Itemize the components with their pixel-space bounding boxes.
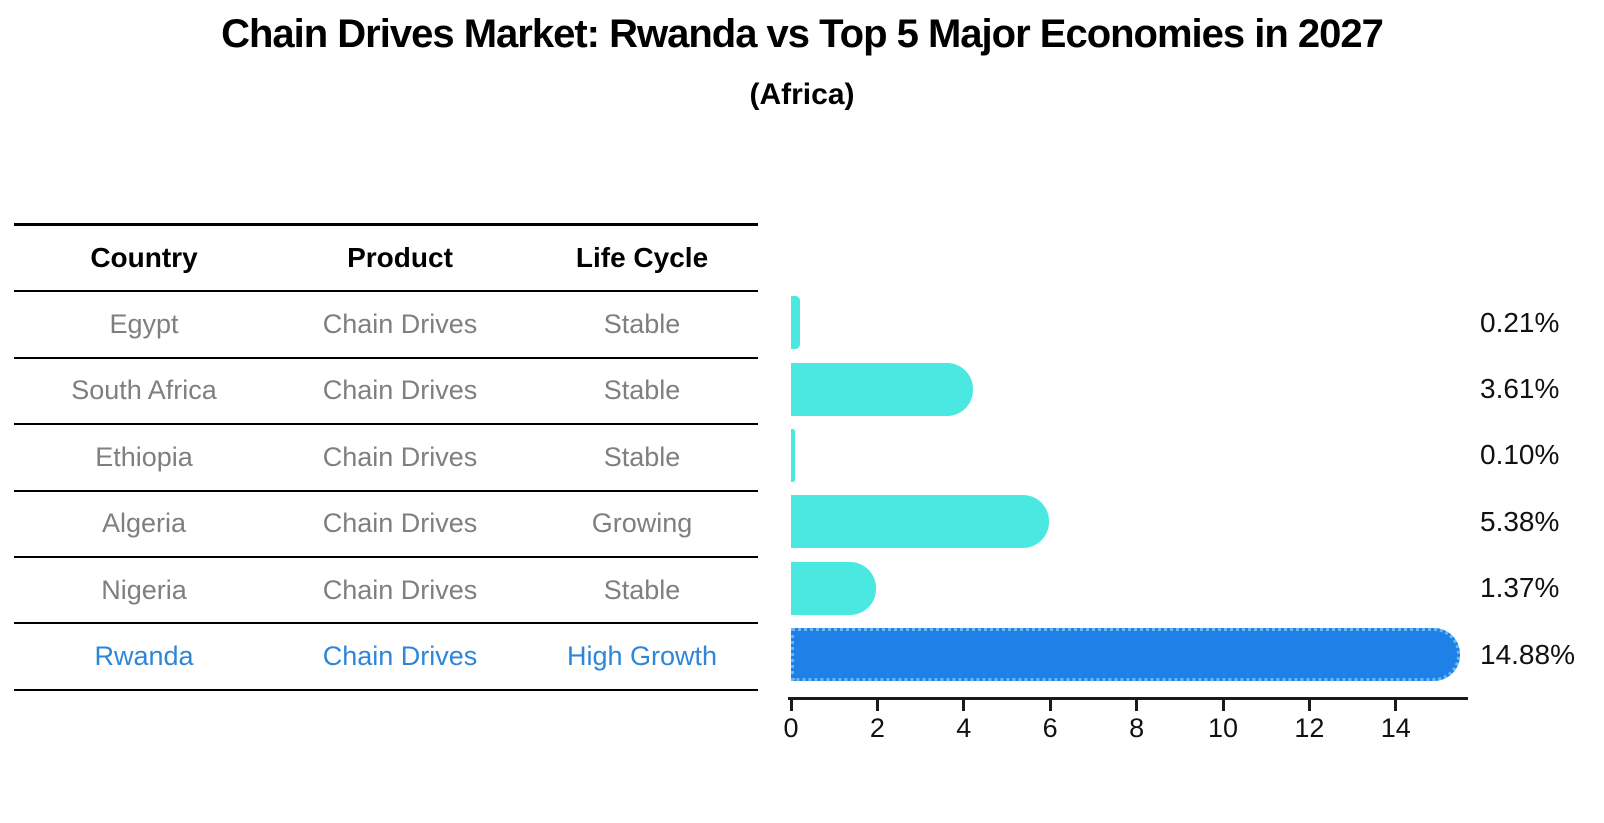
- table-row: South Africa Chain Drives Stable: [14, 359, 758, 426]
- header-cell-lifecycle: Life Cycle: [575, 242, 709, 274]
- header-cell-product: Product: [347, 242, 453, 274]
- x-axis-tick: [1394, 700, 1398, 711]
- header-cell-country: Country: [90, 242, 198, 274]
- value-label: 3.61%: [1480, 373, 1560, 404]
- cell-product: Chain Drives: [322, 441, 478, 472]
- cell-lifecycle: Stable: [603, 309, 681, 340]
- cell-lifecycle: High Growth: [566, 641, 718, 672]
- x-axis-line: [788, 697, 1468, 700]
- table-row: Rwanda Chain Drives High Growth: [14, 624, 758, 688]
- cell-country: Ethiopia: [95, 441, 193, 472]
- x-axis-tick-label: 12: [1294, 713, 1325, 743]
- cell-product: Chain Drives: [322, 508, 478, 539]
- cell-product: Chain Drives: [322, 375, 478, 406]
- x-axis-tick-label: 6: [1042, 713, 1058, 743]
- cell-lifecycle: Stable: [603, 441, 681, 472]
- table-row: Nigeria Chain Drives Stable: [14, 558, 758, 625]
- bar-algeria: [791, 495, 1050, 549]
- x-axis-tick: [1307, 700, 1311, 711]
- x-axis-tick-label: 0: [783, 713, 799, 743]
- x-axis-tick: [1048, 700, 1052, 711]
- cell-product: Chain Drives: [322, 309, 478, 340]
- cell-country: Rwanda: [94, 641, 194, 672]
- x-axis-tick: [875, 700, 879, 711]
- x-axis-tick-label: 2: [869, 713, 885, 743]
- value-label: 14.88%: [1480, 638, 1575, 670]
- x-axis-tick: [962, 700, 966, 711]
- bar-ethiopia: [791, 428, 796, 482]
- table-row: Ethiopia Chain Drives Stable: [14, 425, 758, 492]
- bar-rwanda: [791, 628, 1460, 682]
- table-header-row: Country Product Life Cycle: [14, 226, 758, 293]
- data-table: Country Product Life Cycle Egypt Chain Dr…: [14, 223, 758, 691]
- bar-nigeria: [791, 561, 877, 615]
- value-label: 0.10%: [1480, 439, 1560, 471]
- cell-country: Nigeria: [101, 574, 187, 605]
- cell-country: Algeria: [101, 508, 187, 539]
- x-axis-tick-label: 14: [1380, 713, 1411, 743]
- cell-product: Chain Drives: [322, 641, 478, 672]
- x-axis-tick: [789, 700, 793, 711]
- x-axis-tick: [1221, 700, 1225, 711]
- bar-south-africa: [791, 362, 973, 416]
- value-label: 5.38%: [1480, 505, 1560, 537]
- cell-country: South Africa: [71, 375, 217, 406]
- chart-title: Chain Drives Market: Rwanda vs Top 5 Maj…: [221, 12, 1384, 56]
- cell-product: Chain Drives: [322, 574, 478, 605]
- cell-lifecycle: Stable: [603, 574, 681, 605]
- x-axis-tick-label: 4: [956, 713, 972, 743]
- cell-lifecycle: Growing: [591, 508, 693, 539]
- table-row: Algeria Chain Drives Growing: [14, 492, 758, 558]
- x-axis-tick-label: 8: [1129, 713, 1145, 743]
- value-label: 1.37%: [1480, 572, 1560, 604]
- x-axis-tick-label: 10: [1207, 713, 1239, 743]
- bar-egypt: [791, 296, 801, 350]
- table-row: Egypt Chain Drives Stable: [14, 292, 758, 359]
- value-label: 0.21%: [1480, 306, 1560, 338]
- x-axis-tick: [1135, 700, 1139, 711]
- chart-subtitle: (Africa): [749, 78, 855, 111]
- cell-lifecycle: Stable: [603, 375, 681, 406]
- cell-country: Egypt: [109, 309, 179, 340]
